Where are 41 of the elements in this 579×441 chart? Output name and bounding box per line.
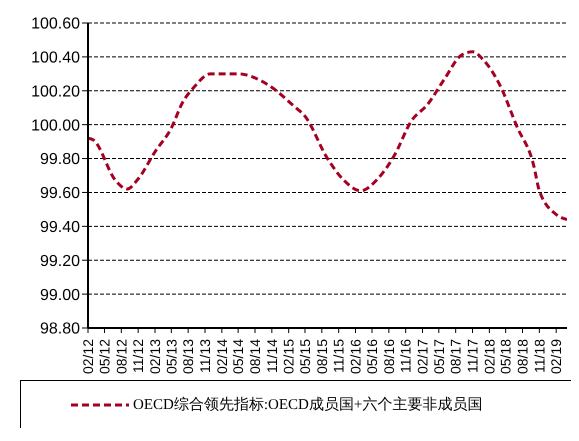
x-tick-label: 05/16 [364, 338, 380, 374]
x-tick-label: 11/18 [531, 338, 548, 373]
x-tick-label: 02/12 [80, 338, 96, 374]
x-tick-label: 02/14 [214, 338, 230, 374]
x-tick-label: 05/17 [430, 338, 447, 374]
x-tick-label: 02/15 [280, 338, 297, 374]
x-tick-label: 11/17 [464, 338, 481, 373]
x-tick-label: 08/14 [246, 338, 263, 374]
x-tick-label: 11/14 [264, 338, 280, 373]
y-tick-label: 100.00 [31, 117, 80, 134]
x-tick-label: 11/16 [398, 338, 414, 373]
x-tick-label: 02/18 [481, 338, 498, 374]
x-tick-label: 11/12 [130, 338, 146, 373]
x-tick-label: 08/15 [314, 338, 330, 374]
x-tick-label: 08/18 [514, 338, 531, 374]
y-tick-label: 100.40 [31, 50, 80, 67]
legend-label: OECD综合领先指标:OECD成员国+六个主要非成员国 [133, 395, 482, 414]
x-tick-label: 11/15 [330, 338, 347, 373]
y-tick-label: 99.40 [40, 219, 80, 236]
y-tick-label: 99.00 [40, 286, 80, 304]
y-tick-label: 100.20 [31, 83, 80, 100]
y-tick-label: 99.60 [40, 185, 80, 202]
x-tick-label: 08/16 [380, 338, 397, 374]
x-tick-label: 08/17 [448, 338, 464, 374]
y-tick-label: 98.80 [40, 320, 80, 338]
line-series [88, 50, 567, 222]
x-tick-label: 08/13 [180, 338, 196, 374]
x-tick-label: 05/13 [163, 338, 180, 374]
x-tick-label: 05/18 [498, 338, 514, 374]
y-tick-label: 100.60 [31, 16, 80, 33]
y-tick-label: 99.80 [40, 151, 80, 168]
x-tick-label: 08/12 [113, 338, 130, 374]
x-tick-label: 02/16 [348, 338, 364, 374]
x-tick-label: 05/14 [230, 338, 246, 374]
x-tick-label: 02/13 [147, 338, 164, 374]
x-tick-label: 02/19 [548, 338, 564, 374]
x-tick-label: 11/13 [197, 338, 214, 373]
x-tick-label: 05/15 [296, 338, 313, 374]
x-tick-label: 02/17 [414, 338, 431, 374]
y-tick-label: 99.20 [40, 252, 80, 270]
x-tick-label: 05/12 [96, 338, 112, 374]
